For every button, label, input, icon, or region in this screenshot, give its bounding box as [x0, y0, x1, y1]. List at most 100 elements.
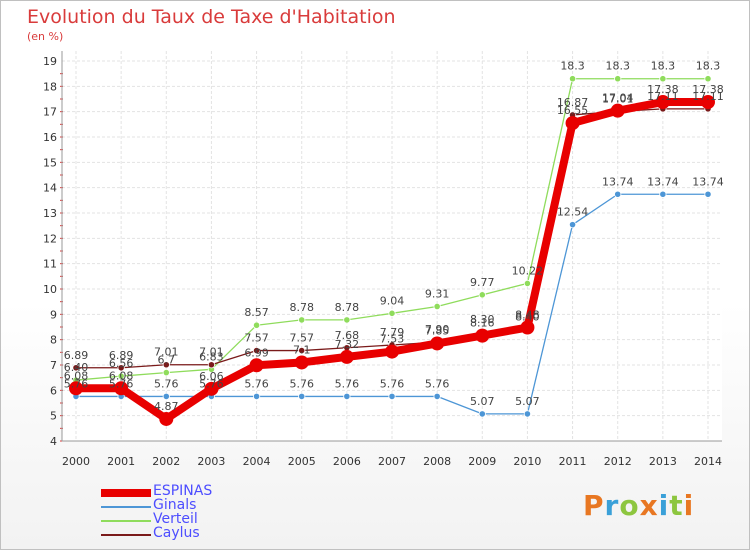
- y-tick-label: 6: [50, 384, 57, 397]
- data-label: 8.57: [244, 306, 269, 319]
- logo-letter: x: [639, 489, 659, 522]
- data-point: [298, 392, 306, 401]
- data-point: [298, 316, 306, 324]
- data-label: 6.89: [64, 349, 89, 362]
- data-label: 7.85: [425, 324, 450, 337]
- legend-swatch: [101, 506, 151, 508]
- data-point: [159, 411, 174, 426]
- data-point: [655, 95, 670, 110]
- data-label: 5.76: [380, 377, 405, 390]
- logo-letter: r: [604, 489, 620, 522]
- x-tick-label: 2006: [333, 455, 361, 468]
- data-label: 5.76: [64, 377, 89, 390]
- legend-label: Verteil: [153, 511, 198, 527]
- x-tick-label: 2011: [559, 455, 587, 468]
- labels-espinas: 6.08 6.084.876.066.99 7.1 7.32 7.537.858.168…: [64, 83, 724, 413]
- data-label: 17.11: [692, 90, 724, 103]
- data-label: 7.79: [380, 326, 405, 339]
- y-tick-label: 8: [50, 334, 57, 347]
- legend-swatch: [101, 520, 151, 522]
- data-label: 12.54: [557, 206, 589, 219]
- data-point: [162, 368, 170, 377]
- labels-verteil: 6.40 6.56 6.7 6.83 8.57 8.78 8.78 9.04 9.31 9.77 1…: [64, 60, 721, 374]
- data-point: [294, 355, 309, 370]
- legend-label: Ginals: [153, 497, 197, 513]
- data-label: 13.74: [647, 175, 679, 188]
- chart-unit-label: (en %): [27, 30, 64, 43]
- data-point: [162, 361, 170, 369]
- data-point: [478, 291, 486, 299]
- data-label: 7.57: [289, 332, 314, 345]
- data-point: [568, 221, 577, 229]
- data-label: 6.56: [109, 357, 134, 370]
- logo-letter: o: [619, 489, 640, 522]
- data-label: 18.3: [560, 60, 585, 73]
- data-label: 6.99: [244, 346, 269, 359]
- data-point: [704, 190, 712, 198]
- data-point: [252, 346, 261, 355]
- proxiti-logo: Proxiti: [583, 489, 694, 522]
- data-label: 17.38: [692, 83, 724, 96]
- data-label: 5.07: [515, 395, 540, 408]
- legend-swatch: [101, 489, 151, 497]
- data-label: 7.32: [335, 338, 360, 351]
- data-point: [433, 302, 441, 311]
- data-label: 5.76: [289, 377, 314, 390]
- data-point: [701, 95, 715, 110]
- data-point: [162, 392, 170, 401]
- data-label: 17.38: [647, 83, 679, 96]
- y-tick-label: 18: [43, 80, 57, 93]
- y-tick-label: 19: [43, 55, 57, 68]
- data-label: 5.07: [470, 395, 495, 408]
- logo-letter: t: [669, 489, 684, 522]
- data-label: 8.30: [470, 313, 495, 326]
- labels-ginals: 5.76 5.76 5.76 5.76 5.76 5.76 5.76 5.76 5.76 5.07…: [64, 175, 724, 408]
- logo-letter: i: [683, 489, 695, 522]
- data-point: [252, 392, 261, 401]
- data-label: 16.55: [557, 104, 589, 117]
- x-tick-label: 2001: [107, 455, 135, 468]
- x-tick-label: 2008: [423, 455, 451, 468]
- data-label: 8.48: [515, 309, 540, 322]
- data-label: 9.04: [380, 294, 405, 307]
- data-label: 5.76: [109, 377, 134, 390]
- data-label: 5.76: [335, 377, 360, 390]
- data-point: [388, 309, 396, 317]
- data-point: [207, 361, 216, 369]
- data-point: [72, 364, 80, 372]
- data-point: [388, 392, 396, 401]
- data-label: 8.16: [470, 317, 495, 330]
- data-point: [249, 358, 264, 373]
- y-tick-label: 5: [50, 410, 57, 423]
- data-label: 7.53: [380, 333, 405, 346]
- data-point: [565, 116, 580, 131]
- x-tick-label: 2002: [152, 455, 180, 468]
- data-label: 18.3: [651, 60, 676, 73]
- y-tick-label: 9: [50, 308, 57, 321]
- legend-label: ESPINAS: [153, 483, 213, 499]
- data-label: 6.08: [109, 369, 134, 382]
- data-label: 10.22: [512, 264, 544, 277]
- data-label: 8.78: [335, 301, 360, 314]
- y-tick-label: 12: [43, 232, 57, 245]
- data-point: [343, 392, 351, 401]
- data-label: 18.3: [605, 60, 630, 73]
- x-tick-label: 2014: [694, 455, 722, 468]
- x-tick-label: 2004: [243, 455, 271, 468]
- data-point: [614, 190, 622, 198]
- data-label: 16.87: [557, 96, 589, 109]
- data-label: 17.11: [647, 90, 679, 103]
- y-tick-label: 16: [43, 131, 57, 144]
- data-point: [252, 321, 261, 329]
- data-point: [117, 372, 125, 380]
- x-tick-label: 2012: [604, 455, 632, 468]
- logo-letter: i: [658, 489, 670, 522]
- data-point: [614, 75, 622, 83]
- data-label: 6.40: [64, 361, 89, 374]
- y-tick-label: 11: [43, 258, 57, 271]
- data-point: [704, 75, 712, 83]
- chart-title: Evolution du Taux de Taxe d'Habitation: [27, 6, 396, 28]
- x-tick-label: 2007: [378, 455, 406, 468]
- data-label: 13.74: [602, 175, 634, 188]
